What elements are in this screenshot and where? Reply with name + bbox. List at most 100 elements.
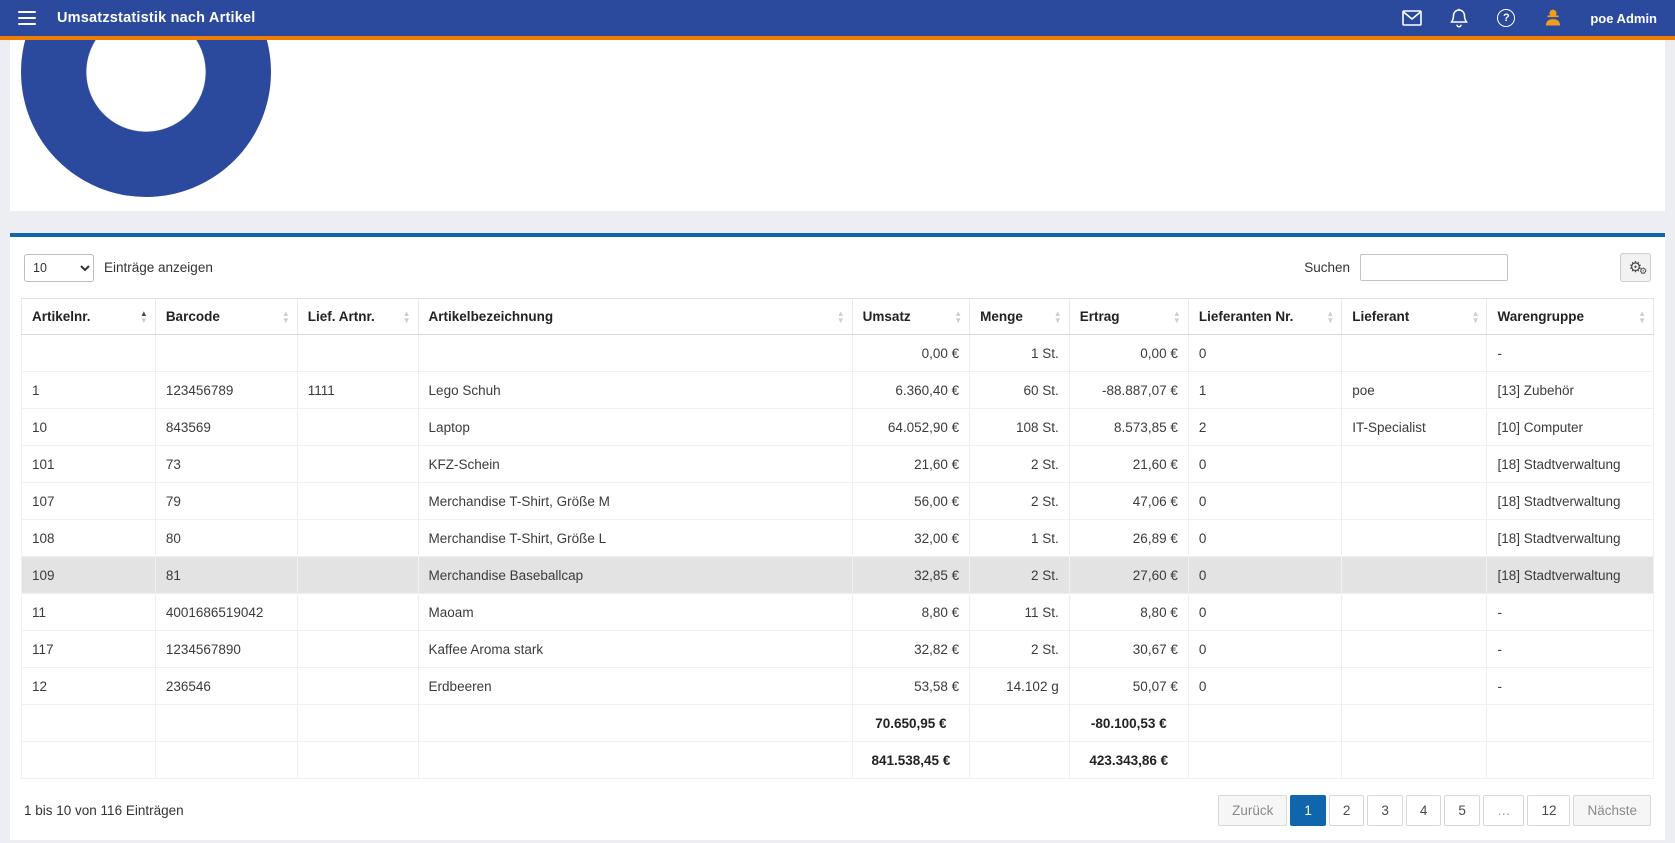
sort-icons: ▲▼: [1173, 310, 1181, 324]
table-cell: 60 St.: [970, 372, 1070, 409]
page-button-4[interactable]: 4: [1406, 795, 1442, 826]
table-cell: [297, 557, 418, 594]
sort-desc-icon: ▼: [282, 317, 290, 324]
search-input[interactable]: [1360, 254, 1508, 281]
table-cell: 10: [22, 409, 156, 446]
table-cell: [1342, 446, 1487, 483]
column-label: Barcode: [166, 309, 220, 324]
table-cell: 21,60 €: [852, 446, 970, 483]
table-cell: -: [1487, 594, 1654, 631]
table-cell: 1111: [297, 372, 418, 409]
column-header-lieferant[interactable]: Lieferant▲▼: [1342, 299, 1487, 335]
sort-desc-icon: ▼: [1054, 317, 1062, 324]
table-cell: [297, 483, 418, 520]
column-header-ertrag[interactable]: Ertrag▲▼: [1069, 299, 1188, 335]
table-cell: [1342, 668, 1487, 705]
donut-chart: [21, 40, 271, 197]
table-cell: -: [1487, 668, 1654, 705]
table-cell: 123456789: [155, 372, 297, 409]
column-header-warengruppe[interactable]: Warengruppe▲▼: [1487, 299, 1654, 335]
table-cell: [297, 631, 418, 668]
prev-page-button[interactable]: Zurück: [1218, 795, 1287, 826]
table-cell: -: [1487, 335, 1654, 372]
sum-row: 841.538,45 €423.343,86 €: [22, 742, 1654, 779]
sum-cell: [418, 705, 852, 742]
table-cell: 73: [155, 446, 297, 483]
column-header-barcode[interactable]: Barcode▲▼: [155, 299, 297, 335]
table-row[interactable]: 10981Merchandise Baseballcap32,85 €2 St.…: [22, 557, 1654, 594]
table-row[interactable]: 10880Merchandise T-Shirt, Größe L32,00 €…: [22, 520, 1654, 557]
page-button-1[interactable]: 1: [1290, 795, 1326, 826]
page-button-5[interactable]: 5: [1444, 795, 1480, 826]
table-cell: [1342, 335, 1487, 372]
table-cell: 27,60 €: [1069, 557, 1188, 594]
table-row[interactable]: 10779Merchandise T-Shirt, Größe M56,00 €…: [22, 483, 1654, 520]
table-cell: [18] Stadtverwaltung: [1487, 557, 1654, 594]
entries-label: Einträge anzeigen: [104, 260, 213, 275]
column-header-lief-artnr[interactable]: Lief. Artnr.▲▼: [297, 299, 418, 335]
table-cell: 1 St.: [970, 520, 1070, 557]
table-cell: Laptop: [418, 409, 852, 446]
table-row[interactable]: 10843569Laptop64.052,90 €108 St.8.573,85…: [22, 409, 1654, 446]
sum-cell: [297, 705, 418, 742]
table-cell: 101: [22, 446, 156, 483]
table-row[interactable]: 1171234567890Kaffee Aroma stark32,82 €2 …: [22, 631, 1654, 668]
table-row[interactable]: 10173KFZ-Schein21,60 €2 St.21,60 €0[18] …: [22, 446, 1654, 483]
table-cell: [297, 446, 418, 483]
mail-icon[interactable]: [1402, 8, 1422, 28]
sum-cell: [418, 742, 852, 779]
column-header-umsatz[interactable]: Umsatz▲▼: [852, 299, 970, 335]
sum-cell: 70.650,95 €: [852, 705, 970, 742]
table-cell: [1342, 483, 1487, 520]
column-header-lieferanten-nr[interactable]: Lieferanten Nr.▲▼: [1188, 299, 1341, 335]
page-length-select[interactable]: 10: [24, 254, 94, 282]
table-cell: 26,89 €: [1069, 520, 1188, 557]
sort-icons: ▲▼: [1638, 310, 1646, 324]
table-cell: [22, 335, 156, 372]
page-title: Umsatzstatistik nach Artikel: [57, 10, 255, 26]
page-button-2[interactable]: 2: [1329, 795, 1365, 826]
sort-desc-icon: ▼: [403, 317, 411, 324]
table-cell: 32,00 €: [852, 520, 970, 557]
sort-icons: ▲▼: [954, 310, 962, 324]
page-ellipsis: …: [1483, 795, 1525, 826]
table-row[interactable]: 12236546Erdbeeren53,58 €14.102 g50,07 €0…: [22, 668, 1654, 705]
table-cell: [18] Stadtverwaltung: [1487, 483, 1654, 520]
page-button-12[interactable]: 12: [1527, 795, 1570, 826]
table-cell: Erdbeeren: [418, 668, 852, 705]
table-cell: 843569: [155, 409, 297, 446]
table-cell: 2 St.: [970, 557, 1070, 594]
table-cell: 11 St.: [970, 594, 1070, 631]
table-row[interactable]: 11234567891111Lego Schuh6.360,40 €60 St.…: [22, 372, 1654, 409]
column-header-menge[interactable]: Menge▲▼: [970, 299, 1070, 335]
user-avatar-icon[interactable]: [1543, 8, 1563, 28]
sum-cell: [970, 705, 1070, 742]
table-cell: IT-Specialist: [1342, 409, 1487, 446]
bell-icon[interactable]: [1449, 8, 1469, 28]
next-page-button[interactable]: Nächste: [1573, 795, 1651, 826]
help-icon[interactable]: [1496, 8, 1516, 28]
table-cell: [297, 668, 418, 705]
menu-icon[interactable]: [18, 11, 36, 25]
table-cell: [18] Stadtverwaltung: [1487, 520, 1654, 557]
table-cell: [1342, 557, 1487, 594]
table-cell: 109: [22, 557, 156, 594]
table-toolbar: 10 Einträge anzeigen Suchen: [24, 253, 1651, 282]
sum-cell: [1487, 705, 1654, 742]
table-cell: 53,58 €: [852, 668, 970, 705]
header-actions: poe Admin: [1402, 8, 1657, 28]
app-header: Umsatzstatistik nach Artikel poe Admin: [0, 0, 1675, 36]
sort-icons: ▲▼: [140, 310, 148, 324]
sum-cell: [22, 705, 156, 742]
table-row[interactable]: 0,00 €1 St.0,00 €0-: [22, 335, 1654, 372]
sort-desc-icon: ▼: [1638, 317, 1646, 324]
page-button-3[interactable]: 3: [1367, 795, 1403, 826]
column-header-artikelnr[interactable]: Artikelnr.▲▼: [22, 299, 156, 335]
table-cell: [297, 409, 418, 446]
table-row[interactable]: 114001686519042Maoam8,80 €11 St.8,80 €0-: [22, 594, 1654, 631]
table-cell: [155, 335, 297, 372]
table-cell: 30,67 €: [1069, 631, 1188, 668]
column-settings-button[interactable]: [1620, 253, 1651, 282]
table-cell: [10] Computer: [1487, 409, 1654, 446]
column-header-artikelbezeichnung[interactable]: Artikelbezeichnung▲▼: [418, 299, 852, 335]
